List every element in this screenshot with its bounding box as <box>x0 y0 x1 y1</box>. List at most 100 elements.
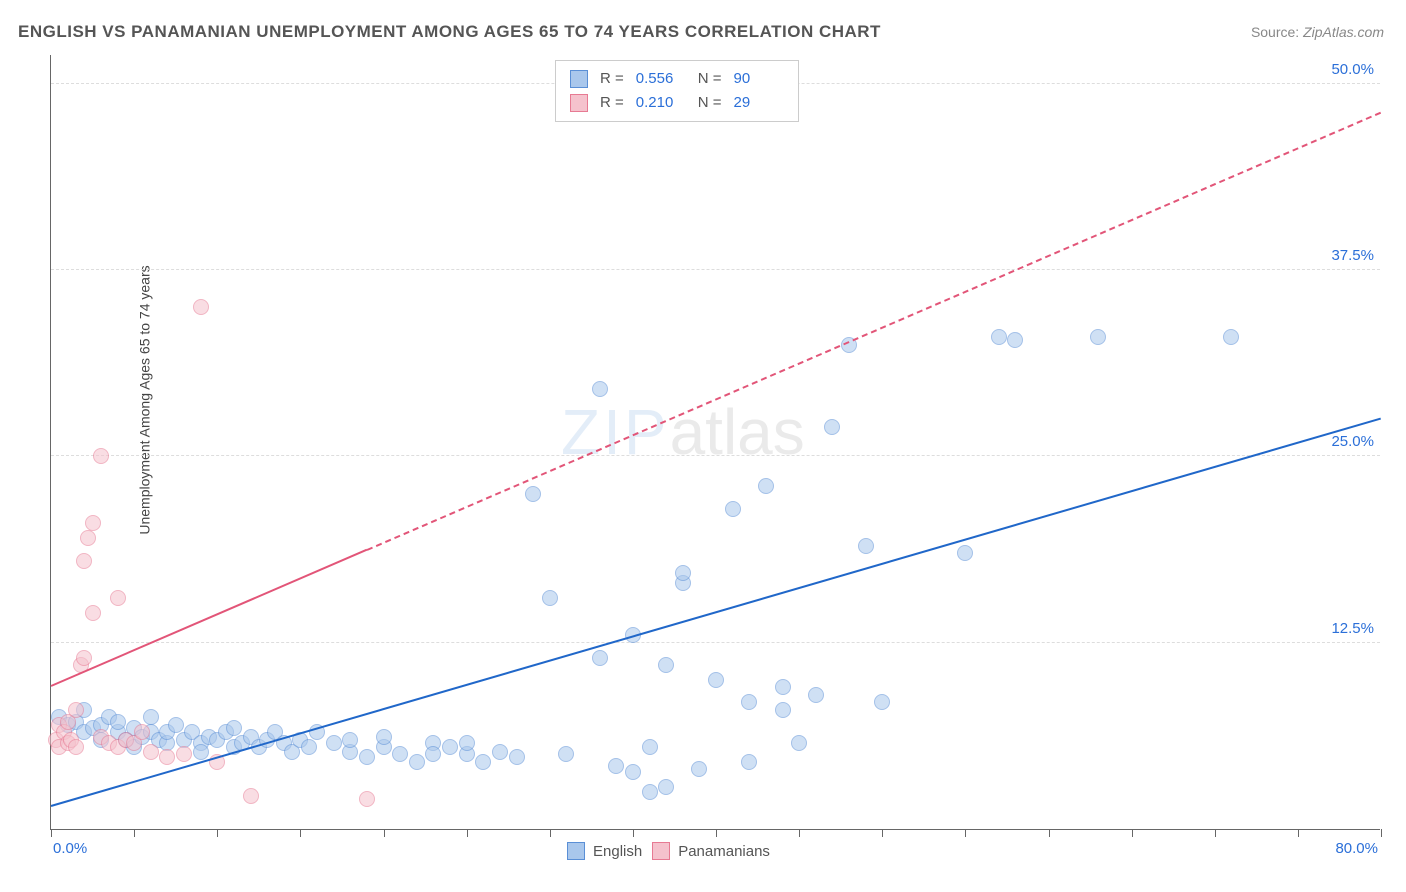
trend-line <box>51 417 1382 806</box>
data-point <box>741 694 757 710</box>
x-tick <box>1381 829 1382 837</box>
data-point <box>409 754 425 770</box>
legend-n-value: 29 <box>734 91 784 115</box>
data-point <box>110 714 126 730</box>
x-tick <box>300 829 301 837</box>
legend-label: English <box>593 843 642 860</box>
data-point <box>824 419 840 435</box>
data-point <box>226 720 242 736</box>
data-point <box>509 749 525 765</box>
data-point <box>642 784 658 800</box>
x-tick <box>134 829 135 837</box>
data-point <box>658 779 674 795</box>
data-point <box>243 788 259 804</box>
x-max-label: 80.0% <box>1335 840 1378 857</box>
data-point <box>858 538 874 554</box>
data-point <box>68 739 84 755</box>
data-point <box>675 565 691 581</box>
data-point <box>80 530 96 546</box>
legend-r-value: 0.556 <box>636 67 686 91</box>
data-point <box>592 381 608 397</box>
legend-swatch <box>567 842 585 860</box>
data-point <box>110 590 126 606</box>
data-point <box>193 744 209 760</box>
data-point <box>176 746 192 762</box>
data-point <box>134 724 150 740</box>
data-point <box>143 744 159 760</box>
data-point <box>658 657 674 673</box>
legend-swatch <box>570 70 588 88</box>
data-point <box>808 687 824 703</box>
x-tick <box>716 829 717 837</box>
data-point <box>143 709 159 725</box>
legend-correlation: R = 0.556 N = 90R = 0.210 N = 29 <box>555 60 799 122</box>
data-point <box>492 744 508 760</box>
y-tick-label: 25.0% <box>1331 433 1374 450</box>
plot-area: ZIPatlas 12.5%25.0%37.5%50.0%0.0%80.0% <box>50 55 1380 830</box>
data-point <box>68 702 84 718</box>
legend-item: Panamanians <box>652 842 770 860</box>
data-point <box>168 717 184 733</box>
legend-r-label: R = <box>600 67 624 91</box>
data-point <box>957 545 973 561</box>
data-point <box>525 486 541 502</box>
x-tick <box>217 829 218 837</box>
gridline <box>51 642 1380 643</box>
data-point <box>691 761 707 777</box>
legend-item: English <box>567 842 642 860</box>
data-point <box>741 754 757 770</box>
x-tick <box>51 829 52 837</box>
data-point <box>475 754 491 770</box>
legend-r-value: 0.210 <box>636 91 686 115</box>
data-point <box>85 515 101 531</box>
data-point <box>392 746 408 762</box>
legend-row: R = 0.556 N = 90 <box>570 67 784 91</box>
data-point <box>1223 329 1239 345</box>
data-point <box>459 735 475 751</box>
data-point <box>1007 332 1023 348</box>
watermark: ZIPatlas <box>561 395 805 469</box>
data-point <box>1090 329 1106 345</box>
data-point <box>592 650 608 666</box>
data-point <box>326 735 342 751</box>
data-point <box>376 729 392 745</box>
legend-n-value: 90 <box>734 67 784 91</box>
gridline <box>51 269 1380 270</box>
data-point <box>425 746 441 762</box>
data-point <box>708 672 724 688</box>
x-tick <box>1215 829 1216 837</box>
chart-title: ENGLISH VS PANAMANIAN UNEMPLOYMENT AMONG… <box>18 22 881 42</box>
data-point <box>159 749 175 765</box>
x-tick <box>965 829 966 837</box>
data-point <box>558 746 574 762</box>
data-point <box>775 702 791 718</box>
y-tick-label: 12.5% <box>1331 620 1374 637</box>
x-tick <box>799 829 800 837</box>
legend-row: R =0.210N =29 <box>570 91 784 115</box>
data-point <box>342 732 358 748</box>
data-point <box>991 329 1007 345</box>
watermark-atlas: atlas <box>670 396 805 468</box>
source-attribution: Source: ZipAtlas.com <box>1251 24 1384 40</box>
data-point <box>85 605 101 621</box>
data-point <box>442 739 458 755</box>
data-point <box>874 694 890 710</box>
legend-swatch <box>652 842 670 860</box>
legend-n-label: N = <box>698 67 722 91</box>
data-point <box>359 791 375 807</box>
data-point <box>93 448 109 464</box>
gridline <box>51 455 1380 456</box>
x-tick <box>1132 829 1133 837</box>
data-point <box>608 758 624 774</box>
data-point <box>725 501 741 517</box>
source-label: Source: <box>1251 24 1299 40</box>
x-tick <box>1049 829 1050 837</box>
x-tick <box>633 829 634 837</box>
data-point <box>301 739 317 755</box>
data-point <box>642 739 658 755</box>
x-tick <box>882 829 883 837</box>
data-point <box>76 650 92 666</box>
legend-label: Panamanians <box>678 843 770 860</box>
source-name: ZipAtlas.com <box>1303 24 1384 40</box>
legend-n-label: N = <box>698 91 722 115</box>
